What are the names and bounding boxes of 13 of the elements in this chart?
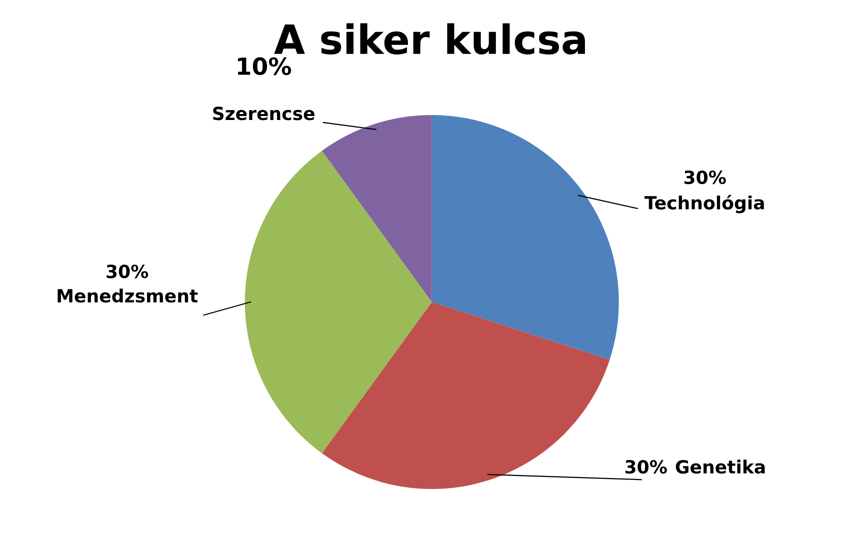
data-label: 10% [238,57,292,76]
chart-title: A siker kulcsa [274,23,585,54]
pie-slice [432,115,619,360]
slice-label: Szerencse [213,106,314,120]
slice-label: Genetika [676,460,765,474]
pie-slice [322,302,610,489]
data-label: 30% [684,170,726,184]
pie-slice [244,150,432,454]
slice-label: Menedzsment [58,288,198,303]
data-label: 30% [625,460,667,474]
slice-label: Technológia [644,194,764,214]
pie-slice [322,115,432,302]
data-label: 30% [106,264,148,278]
